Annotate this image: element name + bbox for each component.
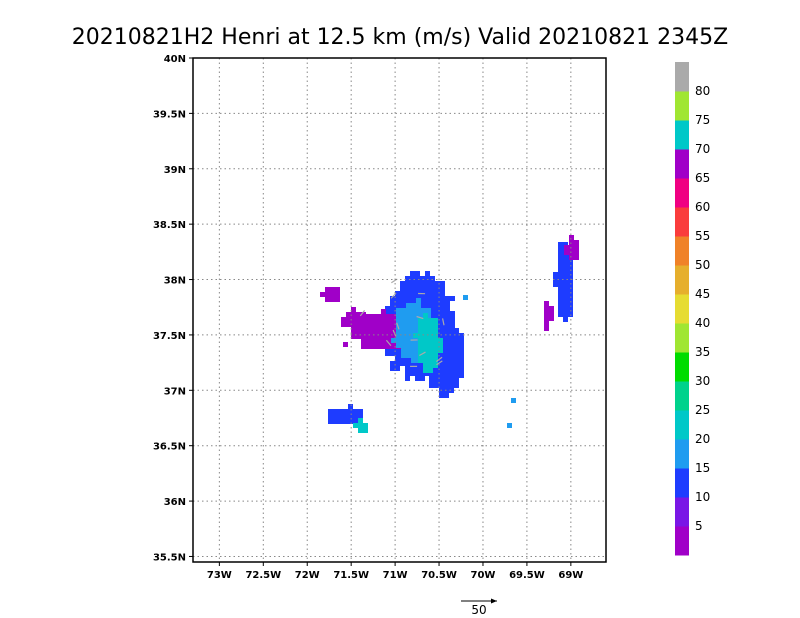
colorbar-label: 25 bbox=[695, 403, 710, 417]
colorbar-segment bbox=[675, 294, 689, 324]
wind-vector bbox=[436, 360, 443, 366]
colorbar-segment bbox=[675, 352, 689, 382]
x-axis-ticks: 73W 72.5W 72W 71.5W 71W 70.5W 70W 69.5W 69W bbox=[207, 562, 583, 581]
y-tick-label: 39N bbox=[164, 165, 186, 176]
colorbar-label: 65 bbox=[695, 171, 710, 185]
x-tick-label: 71.5W bbox=[333, 570, 369, 581]
colorbar-segment bbox=[675, 120, 689, 150]
colorbar-segment bbox=[675, 497, 689, 527]
colorbar-segment bbox=[675, 178, 689, 208]
y-tick-label: 36.5N bbox=[153, 442, 186, 453]
y-tick-label: 39.5N bbox=[153, 109, 186, 120]
y-tick-label: 40N bbox=[164, 54, 186, 65]
wind-vector bbox=[416, 315, 424, 320]
field-cells bbox=[553, 242, 573, 322]
x-tick-label: 72.5W bbox=[245, 570, 281, 581]
colorbar-label: 40 bbox=[695, 316, 710, 330]
y-tick-label: 38.5N bbox=[153, 220, 186, 231]
field-cells bbox=[463, 295, 468, 300]
field-region-east-band bbox=[553, 242, 573, 322]
field-cells bbox=[320, 287, 340, 302]
colorbar-segment bbox=[675, 91, 689, 121]
reference-vector-label: 50 bbox=[471, 603, 486, 617]
reference-vector: 50 bbox=[461, 598, 497, 617]
field-region-nw-blob bbox=[320, 287, 340, 302]
wind-vector bbox=[441, 318, 445, 326]
x-tick-label: 72W bbox=[295, 570, 320, 581]
field-cells bbox=[328, 404, 363, 424]
colorbar-label: 55 bbox=[695, 229, 710, 243]
colorbar-label: 30 bbox=[695, 374, 710, 388]
field-region-east-band-n bbox=[564, 235, 579, 260]
field-region-west-arm bbox=[341, 307, 366, 332]
colorbar-label: 5 bbox=[695, 519, 703, 533]
field-cells bbox=[353, 418, 368, 433]
colorbar-label: 80 bbox=[695, 84, 710, 98]
x-tick-label: 73W bbox=[207, 570, 232, 581]
colorbar-label: 75 bbox=[695, 113, 710, 127]
y-tick-label: 35.5N bbox=[153, 552, 186, 563]
x-tick-label: 69W bbox=[558, 570, 583, 581]
wind-field bbox=[320, 235, 579, 433]
colorbar-label: 15 bbox=[695, 461, 710, 475]
field-region-dot-2 bbox=[507, 423, 512, 428]
field-cells bbox=[544, 301, 554, 331]
wind-vector bbox=[419, 351, 426, 357]
y-tick-label: 37.5N bbox=[153, 331, 186, 342]
colorbar-segment bbox=[675, 410, 689, 440]
colorbar-segment bbox=[675, 207, 689, 237]
field-cells bbox=[564, 235, 579, 260]
colorbar-segment bbox=[675, 62, 689, 92]
field-region-dot-4 bbox=[343, 342, 348, 347]
x-tick-label: 71W bbox=[383, 570, 408, 581]
wind-vector bbox=[436, 356, 443, 362]
field-region-sw-band-tail bbox=[353, 418, 368, 433]
colorbar-segment bbox=[675, 381, 689, 411]
x-tick-label: 69.5W bbox=[509, 570, 545, 581]
wind-vector bbox=[359, 309, 366, 317]
field-cells bbox=[507, 423, 512, 428]
field-cells bbox=[511, 398, 516, 403]
field-cells bbox=[341, 307, 366, 332]
grid-lines bbox=[193, 57, 606, 562]
colorbar: 5 10 15 20 25 30 35 40 45 50 55 60 65 70 75 80 bbox=[675, 62, 710, 556]
wind-vector bbox=[392, 329, 397, 337]
colorbar-segment bbox=[675, 439, 689, 469]
colorbar-label: 45 bbox=[695, 287, 710, 301]
x-tick-label: 70.5W bbox=[421, 570, 457, 581]
colorbar-label: 10 bbox=[695, 490, 710, 504]
colorbar-label: 35 bbox=[695, 345, 710, 359]
y-tick-label: 38N bbox=[164, 276, 186, 287]
x-tick-label: 70W bbox=[471, 570, 496, 581]
wind-vector bbox=[385, 339, 392, 346]
plot-frame bbox=[192, 57, 607, 563]
colorbar-segment bbox=[675, 526, 689, 556]
y-tick-label: 37N bbox=[164, 386, 186, 397]
colorbar-label: 20 bbox=[695, 432, 710, 446]
wind-vector bbox=[396, 322, 400, 330]
plot-area: 73W 72.5W 72W 71.5W 71W 70.5W 70W 69.5W 69W 35.5… bbox=[153, 54, 607, 581]
colorbar-segment bbox=[675, 323, 689, 353]
field-cells bbox=[343, 342, 348, 347]
colorbar-label: 50 bbox=[695, 258, 710, 272]
field-cells bbox=[413, 313, 443, 373]
field-region-dot-3 bbox=[463, 295, 468, 300]
colorbar-label: 60 bbox=[695, 200, 710, 214]
colorbar-segment bbox=[675, 149, 689, 179]
y-axis-ticks: 35.5N 36N 36.5N 37N 37.5N 38N 38.5N 39N 39.5N 40N bbox=[153, 54, 193, 563]
colorbar-segment bbox=[675, 265, 689, 295]
colorbar-segment bbox=[675, 468, 689, 498]
field-region-core-ring bbox=[413, 313, 443, 373]
field-region-dot-1 bbox=[511, 398, 516, 403]
reference-vector-head bbox=[491, 598, 497, 604]
field-region-sw-band bbox=[328, 404, 363, 424]
wind-vector bbox=[390, 292, 397, 299]
colorbar-label: 70 bbox=[695, 142, 710, 156]
field-region-east-band-w bbox=[544, 301, 554, 331]
colorbar-segment bbox=[675, 236, 689, 266]
chart-title: 20210821H2 Henri at 12.5 km (m/s) Valid … bbox=[72, 25, 728, 50]
y-tick-label: 36N bbox=[164, 497, 186, 508]
